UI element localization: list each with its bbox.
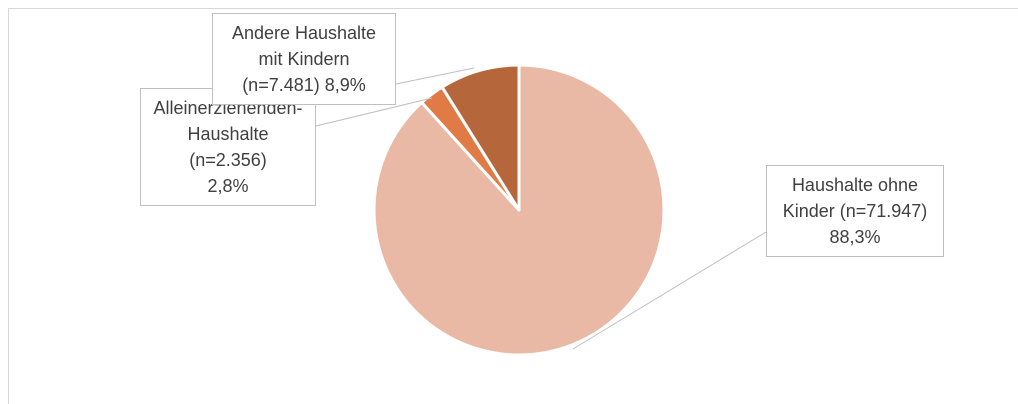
value-label: 2,8%	[207, 176, 249, 196]
chart-frame	[8, 8, 1018, 404]
category-label: Haushalte ohne Kinder (n=71.947)	[782, 175, 928, 221]
data-label: Andere Haushalte mit Kindern (n=7.481) 8…	[212, 13, 396, 105]
leader-line	[572, 231, 767, 350]
value-label: 8,9%	[324, 75, 366, 95]
leader-line	[395, 67, 475, 85]
data-label: Haushalte ohne Kinder (n=71.947) 88,3%	[766, 165, 944, 257]
pie-slice	[440, 63, 521, 212]
category-label: Alleinerziehenden-Haushalte (n=2.356)	[153, 98, 303, 170]
category-label: Andere Haushalte mit Kindern (n=7.481)	[231, 23, 377, 95]
value-label: 88,3%	[829, 227, 881, 247]
data-label: Alleinerziehenden-Haushalte (n=2.356) 2,…	[140, 88, 316, 206]
leader-line	[315, 97, 433, 127]
